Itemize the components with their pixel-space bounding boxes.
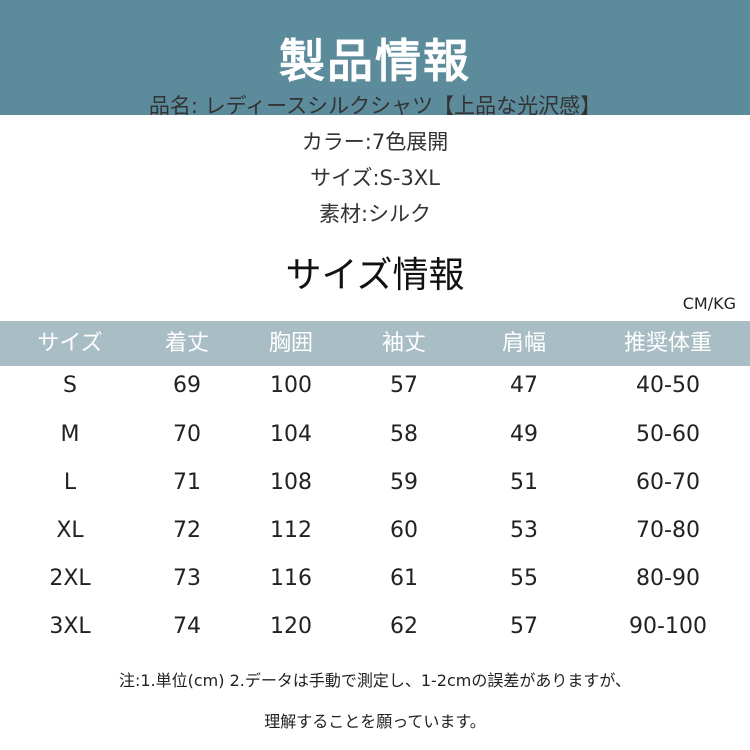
header-length: 着丈 [164, 331, 210, 356]
cell-chest: 116 [270, 566, 312, 591]
cell-sleeve: 57 [390, 373, 418, 398]
cell-chest: 104 [270, 422, 312, 447]
header-weight: 推奨体重 [623, 331, 713, 356]
cell-weight: 50-60 [636, 422, 700, 447]
table-row: L 71 108 59 51 60-70 [0, 459, 750, 507]
table-row: 2XL 73 116 61 55 80-90 [0, 555, 750, 603]
cell-shoulder: 55 [510, 566, 538, 591]
cell-weight: 70-80 [636, 518, 700, 543]
cell-sleeve: 58 [390, 422, 418, 447]
cell-sleeve: 62 [390, 614, 418, 639]
cell-sleeve: 61 [390, 566, 418, 591]
size-table-header: サイズ 着丈 胸囲 袖丈 肩幅 推奨体重 [0, 321, 750, 366]
cell-shoulder: 51 [510, 470, 538, 495]
cell-chest: 120 [270, 614, 312, 639]
header-shoulder: 肩幅 [501, 331, 547, 356]
cell-chest: 108 [270, 470, 312, 495]
product-material: 素材:シルク [318, 202, 432, 226]
note-line-2: 理解することを願っています。 [264, 712, 486, 731]
page-title: 製品情報 [279, 33, 471, 88]
cell-size: 3XL [49, 614, 91, 639]
product-info: 品名: レディースシルクシャツ【上品な光沢感】 カラー:7色展開 サイズ:S-3… [0, 88, 750, 232]
cell-weight: 40-50 [636, 373, 700, 398]
cell-size: S [63, 373, 77, 398]
table-row: S 69 100 57 47 40-50 [0, 362, 750, 410]
cell-length: 72 [173, 518, 201, 543]
cell-weight: 80-90 [636, 566, 700, 591]
table-row: XL 72 112 60 53 70-80 [0, 507, 750, 555]
cell-shoulder: 49 [510, 422, 538, 447]
header-size: サイズ [37, 331, 103, 356]
table-row: M 70 104 58 49 50-60 [0, 411, 750, 459]
cell-length: 74 [173, 614, 201, 639]
title-banner: 製品情報 [0, 0, 750, 115]
product-color: カラー:7色展開 [301, 130, 449, 154]
cell-size: M [60, 422, 80, 447]
cell-weight: 60-70 [636, 470, 700, 495]
header-chest: 胸囲 [268, 331, 314, 356]
cell-length: 73 [173, 566, 201, 591]
cell-shoulder: 57 [510, 614, 538, 639]
cell-size: 2XL [49, 566, 91, 591]
cell-size: XL [56, 518, 84, 543]
cell-length: 71 [173, 470, 201, 495]
cell-length: 70 [173, 422, 201, 447]
cell-sleeve: 60 [390, 518, 418, 543]
cell-sleeve: 59 [390, 470, 418, 495]
cell-chest: 100 [270, 373, 312, 398]
product-sizes: サイズ:S-3XL [310, 166, 440, 190]
cell-weight: 90-100 [629, 614, 707, 639]
table-row: 3XL 74 120 62 57 90-100 [0, 603, 750, 651]
cell-chest: 112 [270, 518, 312, 543]
cell-shoulder: 53 [510, 518, 538, 543]
unit-label: CM/KG [682, 294, 736, 313]
cell-size: L [63, 470, 77, 495]
cell-length: 69 [173, 373, 201, 398]
cell-shoulder: 47 [510, 373, 538, 398]
note-line-1: 注:1.単位(cm) 2.データは手動で測定し、1-2cmの誤差がありますが、 [118, 671, 632, 690]
header-sleeve: 袖丈 [381, 331, 427, 356]
size-section-title: サイズ情報 [285, 255, 465, 296]
product-name: 品名: レディースシルクシャツ【上品な光沢感】 [148, 94, 602, 118]
